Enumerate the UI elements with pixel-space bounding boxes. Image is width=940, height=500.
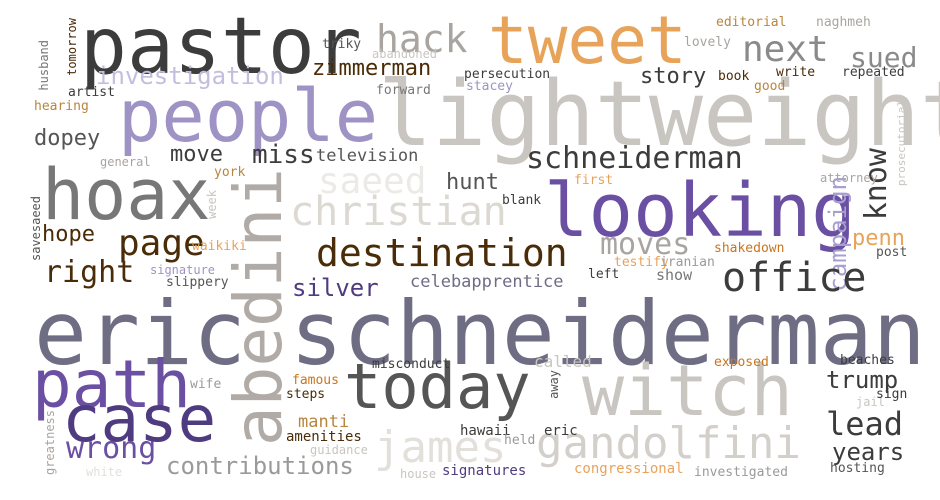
word-waikiki: waikiki <box>192 239 247 254</box>
word-jail: jail <box>856 395 885 409</box>
word-sign: sign <box>876 387 908 402</box>
word-signatures: signatures <box>442 463 527 479</box>
word-years: years <box>832 438 905 466</box>
word-shakedown: shakedown <box>714 241 785 256</box>
word-investigated: investigated <box>694 465 788 480</box>
word-savesaeed: savesaeed <box>29 196 43 262</box>
word-white: white <box>86 465 123 479</box>
word-post: post <box>876 245 908 260</box>
word-christian: christian <box>290 189 507 235</box>
word-hosting: hosting <box>830 461 885 476</box>
word-right: right <box>44 255 135 290</box>
word-greatness: greatness <box>43 410 57 476</box>
word-silver: silver <box>292 274 379 302</box>
word-artist: artist <box>68 85 115 100</box>
word-hack: hack <box>376 17 468 61</box>
word-misconduct: misconduct <box>372 357 451 372</box>
word-general: general <box>100 155 151 169</box>
word-hawaii: hawaii <box>460 423 511 439</box>
word-james: james <box>374 422 507 473</box>
word-sued: sued <box>850 41 918 74</box>
word-wrong: wrong <box>66 431 157 466</box>
word-attorney: attorney <box>820 171 878 185</box>
word-moves: moves <box>600 227 691 262</box>
word-lead: lead <box>826 405 904 443</box>
word-triky: triky <box>322 37 362 52</box>
word-first: first <box>574 173 614 188</box>
word-television: television <box>316 146 419 166</box>
word-prosecutorial: prosecutorial <box>895 100 908 187</box>
word-beaches: beaches <box>840 353 895 368</box>
word-called: called <box>534 352 592 371</box>
word-hearing: hearing <box>34 99 89 114</box>
word-next: next <box>742 29 829 70</box>
word-repeated: repeated <box>842 65 905 80</box>
word-people: people <box>118 74 379 158</box>
word-trump: trump <box>826 366 899 394</box>
word-pastor: pastor <box>80 2 362 92</box>
word-editorial: editorial <box>716 15 787 30</box>
word-husband: husband <box>37 40 51 91</box>
word-house: house <box>400 467 437 481</box>
word-good: good <box>754 79 786 94</box>
word-tweet: tweet <box>488 2 687 79</box>
word-week: week <box>205 190 219 219</box>
word-office: office <box>722 255 867 301</box>
word-show: show <box>656 266 693 284</box>
word-looking: looking <box>544 168 856 254</box>
word-tomorrow: tomorrow <box>65 18 79 76</box>
word-today: today <box>344 350 531 423</box>
word-move: move <box>170 142 223 167</box>
word-miss: miss <box>252 140 315 170</box>
word-signature: signature <box>150 263 216 277</box>
word-slippery: slippery <box>166 275 229 290</box>
word-stacey: stacey <box>466 79 513 94</box>
word-manti: manti <box>298 412 350 432</box>
word-case: case <box>62 383 217 457</box>
word-persecution: persecution <box>464 67 551 82</box>
word-book: book <box>718 69 750 84</box>
word-away: away <box>547 370 561 399</box>
word-naghmeh: naghmeh <box>816 15 871 30</box>
word-forward: forward <box>376 83 431 98</box>
word-investigation: investigation <box>96 62 284 90</box>
word-gandolfini: gandolfini <box>536 418 801 469</box>
word-left: left <box>588 267 620 282</box>
word-dopey: dopey <box>34 126 101 151</box>
word-contributions: contributions <box>166 452 354 480</box>
word-hope: hope <box>42 222 95 247</box>
word-schneiderman-small: schneiderman <box>526 141 743 176</box>
word-exposed: exposed <box>714 355 769 370</box>
word-destination: destination <box>316 231 568 275</box>
word-lightweight: lightweight <box>378 62 940 167</box>
word-amenities: amenities <box>286 429 362 445</box>
word-story: story <box>640 64 707 89</box>
word-write: write <box>776 65 816 80</box>
word-testify: testify <box>614 255 669 270</box>
word-iranian: iranian <box>660 255 715 270</box>
word-eric-small: eric <box>544 423 578 439</box>
word-eric-large: eric <box>34 282 246 385</box>
word-wife: wife <box>190 377 222 392</box>
word-saeed: saeed <box>318 161 427 202</box>
word-lovely: lovely <box>684 35 731 50</box>
word-page: page <box>118 223 205 264</box>
word-celebapprentice: celebapprentice <box>410 272 564 292</box>
word-hoax: hoax <box>42 154 211 236</box>
word-zimmerman: zimmerman <box>312 56 432 81</box>
word-york: york <box>214 165 246 180</box>
word-path: path <box>32 346 191 423</box>
word-guidance: guidance <box>310 443 368 457</box>
word-penn: penn <box>852 226 905 251</box>
word-famous: famous <box>292 373 339 388</box>
word-congressional: congressional <box>574 461 684 477</box>
word-held: held <box>504 433 536 448</box>
word-schneiderman-large: schneiderman <box>290 282 926 385</box>
word-blank: blank <box>502 193 542 208</box>
word-steps: steps <box>286 387 326 402</box>
word-witch: witch <box>582 350 793 432</box>
word-abandoned: abandoned <box>372 47 438 61</box>
word-hunt: hunt <box>446 170 499 195</box>
